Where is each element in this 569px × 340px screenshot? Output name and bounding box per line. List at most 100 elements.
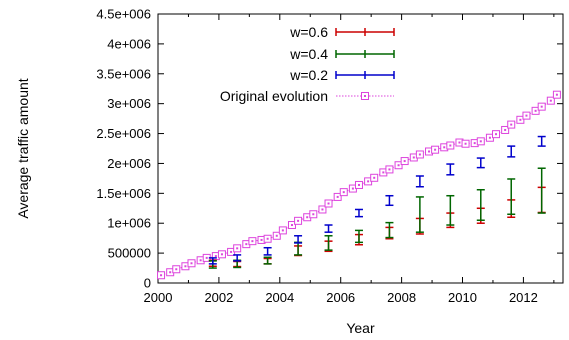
original-evolution-point-dot (443, 146, 446, 149)
original-evolution-point-dot (281, 229, 284, 232)
error-bar (537, 135, 546, 147)
original-evolution-point-dot (220, 253, 223, 256)
x-axis-title: Year (346, 320, 375, 336)
error-bar (263, 246, 272, 256)
original-evolution-point-dot (336, 195, 339, 198)
error-bar (324, 235, 333, 251)
original-evolution-point-dot (190, 262, 193, 265)
error-bar (537, 167, 546, 214)
original-evolution-point-dot (312, 213, 315, 216)
original-evolution-point-dot (290, 224, 293, 227)
legend-label: w=0.2 (289, 67, 328, 83)
original-evolution-point-dot (357, 183, 360, 186)
original-evolution-point-dot (458, 141, 461, 144)
series-original-evolution (157, 90, 561, 280)
original-evolution-point-dot (373, 176, 376, 179)
y-tick-label: 2.5e+006 (96, 126, 151, 141)
error-bar (446, 194, 455, 226)
original-evolution-point-dot (260, 238, 263, 241)
x-tick-label: 2008 (387, 290, 416, 305)
original-evolution-point-dot (449, 144, 452, 147)
original-evolution-point-dot (428, 150, 431, 153)
y-tick-label: 4.5e+006 (96, 7, 151, 22)
y-tick-label: 4e+006 (107, 36, 151, 51)
series-w-0-4 (208, 167, 546, 269)
original-evolution-point-dot (184, 265, 187, 268)
original-evolution-point-dot (549, 99, 552, 102)
original-evolution-point-dot (266, 237, 269, 240)
original-evolution-point-dot (214, 255, 217, 258)
original-evolution-point-dot (495, 133, 498, 136)
error-bar (294, 241, 303, 256)
original-evolution-point-dot (382, 171, 385, 174)
original-evolution-point-dot (525, 114, 528, 117)
y-tick-label: 3e+006 (107, 96, 151, 111)
original-evolution-point-dot (418, 153, 421, 156)
y-tick-label: 0 (144, 276, 151, 291)
original-evolution-point-dot (251, 240, 254, 243)
original-evolution-point-dot (540, 105, 543, 108)
error-bar (385, 221, 394, 239)
y-tick-label: 2e+006 (107, 156, 151, 171)
original-evolution-point-dot (160, 274, 163, 277)
original-evolution-point-dot (464, 142, 467, 145)
y-tick-label: 1.5e+006 (96, 186, 151, 201)
original-evolution-point-dot (327, 202, 330, 205)
error-bar (324, 224, 333, 233)
error-bar (233, 254, 242, 262)
original-evolution-point-dot (321, 208, 324, 211)
x-tick-label: 2000 (144, 290, 173, 305)
x-tick-label: 2010 (448, 290, 477, 305)
original-evolution-point-dot (199, 259, 202, 262)
original-evolution-point-dot (245, 243, 248, 246)
error-bar (507, 178, 516, 216)
series-w-0-2 (208, 135, 546, 265)
x-tick-label: 2002 (204, 290, 233, 305)
legend: w=0.6 w=0.4 w=0.2 Original evolution (220, 24, 395, 104)
y-tick-label: 500000 (108, 246, 151, 261)
error-bar (446, 163, 455, 176)
y-axis-title: Average traffic amount (15, 78, 31, 218)
error-bar (385, 194, 394, 207)
original-evolution-point-dot (434, 148, 437, 151)
error-bar (263, 256, 272, 265)
error-bar (354, 208, 363, 218)
original-evolution-point-dot (205, 256, 208, 259)
x-tick-label: 2004 (265, 290, 294, 305)
legend-label: Original evolution (220, 88, 328, 104)
original-evolution-point-dot (351, 187, 354, 190)
original-evolution-point-dot (403, 160, 406, 163)
original-evolution-point-dot (175, 268, 178, 271)
legend-label: w=0.4 (289, 46, 328, 62)
error-bar (294, 235, 303, 244)
legend-swatch-marker-dot (364, 95, 366, 97)
series-layer (157, 90, 561, 280)
original-evolution-point-dot (397, 164, 400, 167)
original-evolution-point-dot (504, 128, 507, 131)
original-evolution-point-dot (169, 271, 172, 274)
error-bar (507, 145, 516, 158)
y-tick-label: 3.5e+006 (96, 66, 151, 81)
original-evolution-point-dot (297, 219, 300, 222)
original-evolution-point-dot (473, 142, 476, 145)
error-bar (415, 196, 424, 233)
series-w-0-6 (208, 186, 546, 268)
y-tick-label: 1e+006 (107, 216, 151, 231)
plot-frame (157, 13, 564, 284)
error-bar (354, 229, 363, 244)
original-evolution-point-dot (388, 168, 391, 171)
original-evolution-point-dot (230, 250, 233, 253)
original-evolution-point-dot (519, 118, 522, 121)
error-bar (208, 257, 217, 265)
original-evolution-point-dot (488, 136, 491, 139)
x-tick-label: 2006 (326, 290, 355, 305)
original-evolution-point-dot (534, 109, 537, 112)
legend-label: w=0.6 (289, 24, 328, 40)
original-evolution-point-dot (275, 234, 278, 237)
original-evolution-point-dot (367, 180, 370, 183)
original-evolution-point-dot (510, 123, 513, 126)
x-tick-label: 2012 (509, 290, 538, 305)
error-bar (476, 188, 485, 221)
original-evolution-point-dot (306, 216, 309, 219)
